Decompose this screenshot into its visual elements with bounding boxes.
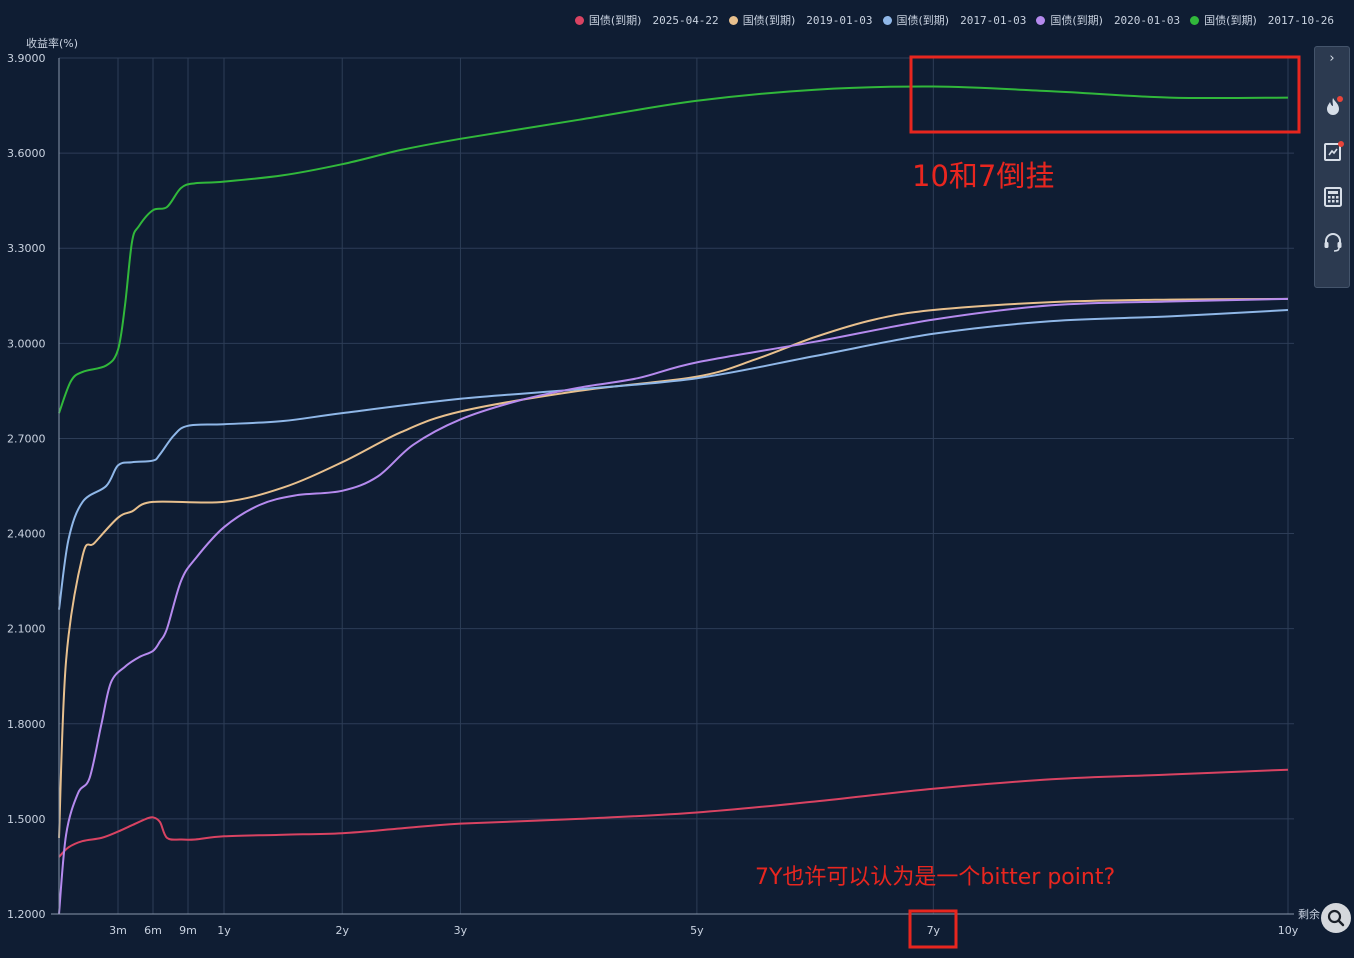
calculator-icon[interactable] xyxy=(1321,185,1345,209)
zoom-search-icon[interactable] xyxy=(1321,903,1351,933)
legend-series-date: 2017-01-03 xyxy=(960,13,1027,27)
series-line-2017-01-03 xyxy=(58,309,1289,610)
annotation-inversion-note: 10和7倒挂 xyxy=(912,159,1055,193)
x-tick-label: 10y xyxy=(1278,924,1299,937)
axes: 1.2000 1.5000 1.8000 2.1000 2.4000 2.7000 3.00… xyxy=(7,52,1299,937)
legend-series-date: 2017-10-26 xyxy=(1267,13,1334,27)
y-tick-label: 3.6000 xyxy=(7,147,46,160)
y-tick-label: 1.2000 xyxy=(7,908,46,921)
series-line-2019-01-03 xyxy=(58,297,1289,838)
legend[interactable]: 国债(到期) 2025-04-22 国债(到期) 2019-01-03 国债(到期) 20… xyxy=(574,12,1334,28)
x-axis-title: 剩余 xyxy=(1298,908,1320,921)
legend-marker xyxy=(728,15,738,25)
x-tick-label: 3y xyxy=(454,924,468,937)
x-tick-label: 9m xyxy=(179,924,197,937)
x-tick-label: 7y xyxy=(927,924,941,937)
legend-item-2017-10-26[interactable]: 国债(到期) 2017-10-26 xyxy=(1190,12,1334,28)
legend-series-name: 国债(到期) xyxy=(742,14,796,27)
y-tick-label: 1.8000 xyxy=(7,718,46,731)
series-line-2025-04-22 xyxy=(58,768,1289,858)
y-tick-label: 3.3000 xyxy=(7,242,46,255)
y-tick-label: 2.1000 xyxy=(7,623,46,636)
legend-marker xyxy=(574,15,584,25)
y-tick-label: 2.4000 xyxy=(7,528,46,541)
annotation-bitter-point-note: 7Y也许可以认为是一个bitter point? xyxy=(755,865,1116,890)
annotation-box-7y-tick xyxy=(908,909,958,949)
legend-series-name: 国债(到期) xyxy=(1050,14,1103,27)
legend-marker xyxy=(1190,15,1200,25)
legend-series-date: 2019-01-03 xyxy=(806,13,873,27)
y-tick-label: 3.9000 xyxy=(7,52,46,65)
flame-icon[interactable] xyxy=(1321,95,1345,119)
legend-item-2017-01-03[interactable]: 国债(到期) 2017-01-03 xyxy=(882,12,1027,28)
legend-item-2019-01-03[interactable]: 国债(到期) 2019-01-03 xyxy=(728,12,873,28)
x-tick-label: 3m xyxy=(109,924,127,937)
x-tick-label: 1y xyxy=(217,924,231,937)
series-line-2020-01-03 xyxy=(58,297,1289,915)
x-tick-label: 5y xyxy=(690,924,704,937)
collapse-chevron-icon[interactable]: › xyxy=(1329,51,1335,66)
legend-item-2025-04-22[interactable]: 国债(到期) 2025-04-22 xyxy=(574,12,719,28)
legend-series-date: 2020-01-03 xyxy=(1113,13,1181,27)
legend-series-name: 国债(到期) xyxy=(1204,14,1257,27)
legend-item-2020-01-03[interactable]: 国债(到期) 2020-01-03 xyxy=(1036,12,1180,28)
x-tick-label: 6m xyxy=(144,924,162,937)
series-lines xyxy=(58,85,1289,915)
y-tick-label: 1.5000 xyxy=(7,813,46,826)
headset-icon[interactable] xyxy=(1321,230,1345,254)
legend-series-name: 国债(到期) xyxy=(588,14,642,27)
legend-marker xyxy=(1036,15,1046,25)
legend-series-name: 国债(到期) xyxy=(896,14,950,27)
grid xyxy=(59,57,1294,914)
y-tick-label: 2.7000 xyxy=(7,432,46,445)
side-toolbar: › xyxy=(1314,46,1350,288)
series-line-2017-10-26 xyxy=(58,85,1289,414)
annotation-box-7y-10y xyxy=(909,55,1301,134)
legend-marker xyxy=(882,15,892,25)
annotation-boxes xyxy=(908,55,1301,949)
report-icon[interactable] xyxy=(1321,140,1345,164)
legend-series-date: 2025-04-22 xyxy=(652,13,719,27)
y-axis-title: 收益率(%) xyxy=(26,37,79,50)
x-tick-label: 2y xyxy=(335,924,349,937)
y-tick-label: 3.0000 xyxy=(7,337,46,350)
